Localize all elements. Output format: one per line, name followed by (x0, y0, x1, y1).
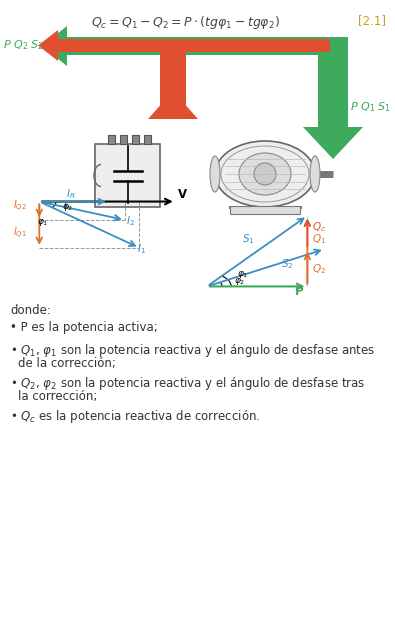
Bar (120, 135, 127, 144)
Text: [2.1]: [2.1] (358, 14, 386, 27)
Ellipse shape (215, 141, 315, 207)
Polygon shape (303, 127, 363, 159)
Text: $\varphi_2$: $\varphi_2$ (62, 202, 73, 213)
Text: $I_R$: $I_R$ (66, 187, 75, 201)
Ellipse shape (254, 163, 276, 185)
Text: $I_2$: $I_2$ (126, 214, 135, 228)
Text: V: V (178, 188, 188, 201)
Text: $Q_2$: $Q_2$ (312, 262, 326, 276)
Text: P $Q_2$ $S_2$: P $Q_2$ $S_2$ (3, 38, 44, 52)
Text: • $Q_c$ es la potencia reactiva de corrección.: • $Q_c$ es la potencia reactiva de corre… (10, 408, 260, 425)
Text: $\varphi_1$: $\varphi_1$ (37, 217, 48, 228)
Text: • P es la potencia activa;: • P es la potencia activa; (10, 321, 158, 334)
Text: $Q_1$: $Q_1$ (312, 233, 326, 246)
Text: $\varphi_2$: $\varphi_2$ (234, 276, 246, 287)
Text: $Q_c$: $Q_c$ (165, 72, 181, 87)
Bar (108, 135, 115, 144)
Polygon shape (148, 91, 198, 119)
Polygon shape (58, 39, 330, 52)
Polygon shape (42, 26, 67, 66)
Text: • $Q_2$, $\varphi_2$ son la potencia reactiva y el ángulo de desfase tras: • $Q_2$, $\varphi_2$ son la potencia rea… (10, 375, 365, 392)
Polygon shape (160, 52, 186, 119)
Text: donde:: donde: (10, 304, 51, 317)
Polygon shape (67, 37, 348, 55)
Text: $S_2$: $S_2$ (280, 257, 293, 271)
Text: • $Q_1$, $\varphi_1$ son la potencia reactiva y el ángulo de desfase antes: • $Q_1$, $\varphi_1$ son la potencia rea… (10, 342, 375, 359)
Text: $Q_c = Q_1 - Q_2 = P \cdot (tg\varphi_1 - tg\varphi_2)$: $Q_c = Q_1 - Q_2 = P \cdot (tg\varphi_1 … (90, 14, 280, 31)
Bar (144, 135, 151, 144)
Text: $S_1$: $S_1$ (242, 233, 255, 246)
Polygon shape (318, 55, 348, 127)
Bar (132, 135, 139, 144)
Text: $I_1$: $I_1$ (137, 242, 146, 257)
Polygon shape (38, 30, 58, 61)
Text: $Q_c$: $Q_c$ (312, 220, 326, 234)
Bar (95, 144, 160, 207)
Ellipse shape (310, 156, 320, 192)
Bar (230, 206, 300, 214)
Text: la corrección;: la corrección; (18, 390, 98, 403)
Ellipse shape (210, 156, 220, 192)
Text: de la corrección;: de la corrección; (18, 357, 116, 370)
Text: $I_{Q1}$: $I_{Q1}$ (13, 226, 26, 241)
Ellipse shape (239, 153, 291, 195)
Text: $\varphi_1$: $\varphi_1$ (237, 268, 248, 280)
Text: P: P (295, 284, 304, 298)
Text: P $Q_1$ $S_1$: P $Q_1$ $S_1$ (350, 100, 391, 114)
Text: $I_{Q2}$: $I_{Q2}$ (13, 199, 26, 214)
